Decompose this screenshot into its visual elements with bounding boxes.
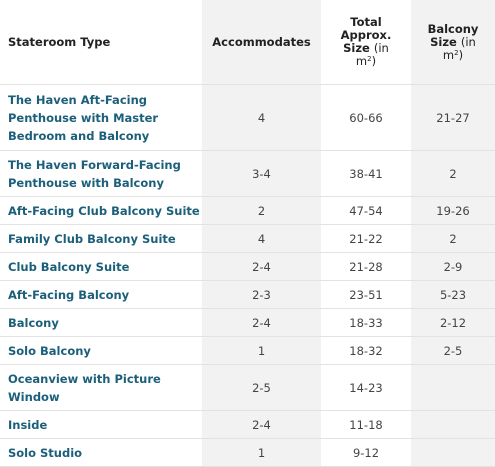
total-size-cell: 18-32 [321,336,411,365]
accommodates-cell: 2-3 [202,280,321,309]
balcony-size-cell [411,364,495,411]
accommodates-cell: 4 [202,84,321,151]
stateroom-type-cell: Solo Balcony [0,336,202,365]
total-size-cell: 11-18 [321,410,411,439]
stateroom-type-cell: Inside [0,410,202,439]
accommodates-cell: 2-4 [202,252,321,281]
accommodates-cell: 1 [202,438,321,467]
stateroom-type-cell: The Haven Forward-Facing Penthouse with … [0,150,202,197]
balcony-size-cell: 21-27 [411,84,495,151]
balcony-size-cell: 2 [411,150,495,197]
accommodates-cell: 2-4 [202,410,321,439]
stateroom-type-cell: Aft-Facing Balcony [0,280,202,309]
accommodates-cell: 1 [202,336,321,365]
table-row: Solo Studio 1 9-12 [0,438,495,467]
accommodates-cell: 3-4 [202,150,321,197]
table-row: Aft-Facing Balcony 2-3 23-51 5-23 [0,280,495,309]
total-size-cell: 9-12 [321,438,411,467]
accommodates-cell: 2 [202,196,321,225]
stateroom-type-cell: Club Balcony Suite [0,252,202,281]
table-row: Oceanview with Picture Window 2-5 14-23 [0,364,495,411]
header-total-size: Total Approx. Size (in m2) [321,0,411,85]
stateroom-type-cell: Solo Studio [0,438,202,467]
total-size-cell: 60-66 [321,84,411,151]
total-size-cell: 21-28 [321,252,411,281]
header-row: Stateroom Type Accommodates Total Approx… [0,0,495,85]
table-row: Solo Balcony 1 18-32 2-5 [0,336,495,365]
header-balcony-size: Balcony Size (in m2) [411,0,495,85]
accommodates-cell: 2-4 [202,308,321,337]
table-row: The Haven Aft-Facing Penthouse with Mast… [0,84,495,151]
stateroom-type-cell: Oceanview with Picture Window [0,364,202,411]
stateroom-type-cell: The Haven Aft-Facing Penthouse with Mast… [0,84,202,151]
table-row: Aft-Facing Club Balcony Suite 2 47-54 19… [0,196,495,225]
balcony-size-cell [411,410,495,439]
balcony-size-cell: 2-9 [411,252,495,281]
balcony-size-cell [411,438,495,467]
balcony-size-cell: 2-5 [411,336,495,365]
table-row: The Haven Forward-Facing Penthouse with … [0,150,495,197]
table-row: Club Balcony Suite 2-4 21-28 2-9 [0,252,495,281]
total-size-cell: 18-33 [321,308,411,337]
table-row: Balcony 2-4 18-33 2-12 [0,308,495,337]
stateroom-type-cell: Balcony [0,308,202,337]
header-accommodates: Accommodates [202,0,321,85]
balcony-size-cell: 2 [411,224,495,253]
header-stateroom-type: Stateroom Type [0,0,202,85]
total-size-cell: 38-41 [321,150,411,197]
total-size-cell: 21-22 [321,224,411,253]
balcony-size-cell: 5-23 [411,280,495,309]
balcony-size-cell: 19-26 [411,196,495,225]
table-row: Family Club Balcony Suite 4 21-22 2 [0,224,495,253]
accommodates-cell: 2-5 [202,364,321,411]
table-row: Inside 2-4 11-18 [0,410,495,439]
total-size-cell: 14-23 [321,364,411,411]
stateroom-type-cell: Family Club Balcony Suite [0,224,202,253]
stateroom-type-cell: Aft-Facing Club Balcony Suite [0,196,202,225]
balcony-size-cell: 2-12 [411,308,495,337]
total-size-cell: 47-54 [321,196,411,225]
total-size-cell: 23-51 [321,280,411,309]
accommodates-cell: 4 [202,224,321,253]
